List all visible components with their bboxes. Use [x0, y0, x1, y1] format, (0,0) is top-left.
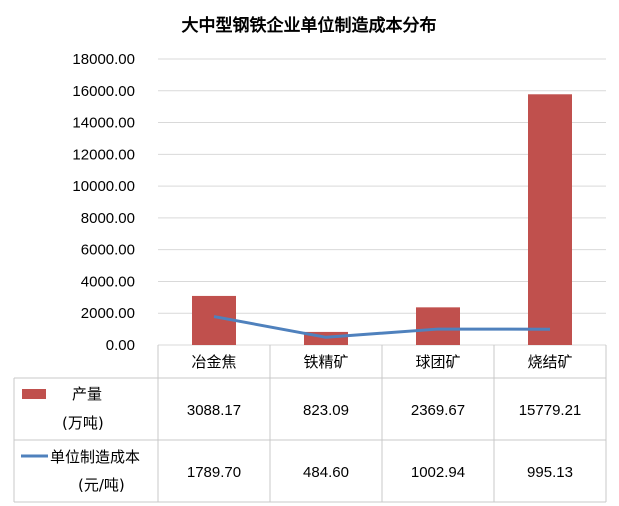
data-label: 995.13	[527, 464, 573, 481]
x-tick-label: 烧结矿	[527, 353, 572, 371]
y-tick-label: 8000.00	[81, 210, 135, 227]
data-label: 3088.17	[187, 402, 241, 419]
legend-bar-swatch	[22, 389, 46, 399]
data-label: 484.60	[303, 464, 349, 481]
y-tick-label: 16000.00	[72, 83, 135, 100]
y-tick-label: 2000.00	[81, 305, 135, 322]
bar	[528, 94, 572, 345]
chart-title: 大中型钢铁企业单位制造成本分布	[182, 15, 437, 36]
y-tick-label: 0.00	[106, 337, 135, 354]
y-tick-label: 18000.00	[72, 51, 135, 68]
data-label: 15779.21	[519, 402, 582, 419]
legend-label: 产量	[72, 385, 102, 403]
data-label: 2369.67	[411, 402, 465, 419]
line-series	[213, 315, 551, 339]
y-tick-label: 4000.00	[81, 273, 135, 290]
x-tick-label: 球团矿	[415, 353, 460, 371]
bar-series	[192, 94, 572, 345]
legend-label: 单位制造成本	[50, 448, 140, 466]
data-label: 1002.94	[411, 464, 465, 481]
bar	[416, 307, 460, 345]
legend-unit: (元/吨)	[78, 476, 125, 494]
y-tick-label: 10000.00	[72, 178, 135, 195]
x-tick-label: 铁精矿	[303, 353, 348, 371]
data-label: 823.09	[303, 402, 349, 419]
x-tick-label: 冶金焦	[191, 353, 236, 371]
data-label: 1789.70	[187, 464, 241, 481]
y-axis: 0.00 2000.00 4000.00 6000.00 8000.00 10000.00…	[72, 51, 135, 354]
y-tick-label: 12000.00	[72, 146, 135, 163]
series-line	[213, 315, 551, 339]
y-tick-label: 14000.00	[72, 115, 135, 132]
legend-unit: (万吨)	[62, 414, 104, 432]
y-tick-label: 6000.00	[81, 242, 135, 259]
